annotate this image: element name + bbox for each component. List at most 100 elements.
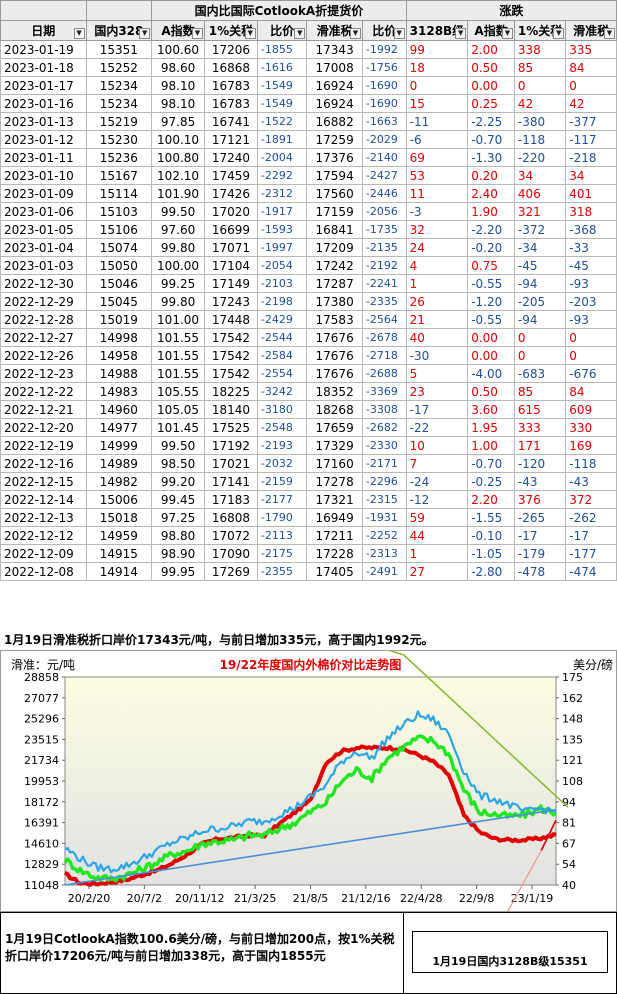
table-row: 2022-12-13 15018 97.25 16808 -1790 16949 -1931…: [0, 508, 617, 527]
cell-slide-tariff-change: 42: [565, 94, 617, 113]
cell-grade-3128b: 1: [405, 544, 469, 563]
cell-slide-tariff-change: -203: [565, 292, 617, 311]
cell-slide-tariff: 18352: [306, 382, 363, 401]
y-right-tick-label: 94: [562, 796, 576, 809]
filter-dropdown-icon[interactable]: ▼: [191, 28, 203, 39]
cell-tariff-1pct: 17459: [203, 166, 258, 185]
cell-grade-3128b: -6: [405, 130, 469, 149]
cell-tariff-1pct: 17072: [203, 526, 258, 545]
cell-date: 2022-12-26: [0, 346, 87, 365]
y-left-tick-label: 12829: [24, 858, 59, 871]
cell-date: 2022-12-19: [0, 436, 87, 455]
domestic-3128b-note: 1月19日国内3128B级15351: [412, 931, 608, 973]
cell-ratio-2: -2252: [361, 526, 407, 545]
group-header-domestic-vs-cotlook: 国内比国际CotlookA折提货价: [151, 0, 407, 21]
cell-ratio: -2193: [256, 436, 308, 455]
cell-date: 2022-12-23: [0, 364, 87, 383]
cell-grade-3128b: -17: [405, 400, 469, 419]
cell-tariff-1pct: 17149: [203, 274, 258, 293]
y-left-tick-label: 21734: [24, 754, 59, 767]
cell-a-index: 97.85: [151, 112, 205, 131]
cell-tariff-1pct-change: -372: [513, 220, 567, 239]
column-header-slide-tariff: 滑准税 ▼: [306, 20, 363, 41]
cell-ratio-2: -2335: [361, 292, 407, 311]
filter-dropdown-icon[interactable]: ▼: [349, 28, 361, 39]
cell-date: 2023-01-11: [0, 148, 87, 167]
cell-ratio: -1616: [256, 58, 308, 77]
cell-ratio-2: -1735: [361, 220, 407, 239]
cell-a-index: 97.60: [151, 220, 205, 239]
filter-dropdown-icon[interactable]: ▼: [604, 28, 615, 39]
cell-ratio: -2004: [256, 148, 308, 167]
cell-tariff-1pct-change: 615: [513, 400, 567, 419]
cell-a-index-change: 3.60: [467, 400, 515, 419]
cell-grade-3128b: 44: [405, 526, 469, 545]
cell-grade-3128b: 5: [405, 364, 469, 383]
cell-ratio: -2177: [256, 490, 308, 509]
cell-tariff-1pct: 17426: [203, 184, 258, 203]
x-tick-label: 20/7/2: [127, 892, 162, 905]
cell-tariff-1pct: 17183: [203, 490, 258, 509]
cell-tariff-1pct: 18140: [203, 400, 258, 419]
cotlook-note: 1月19日CotlookA指数100.6美分/磅，与前日增加200点，按1%关税…: [0, 912, 404, 994]
cell-slide-tariff: 17583: [306, 310, 363, 329]
cell-slide-tariff-change: -17: [565, 526, 617, 545]
cell-a-index-change: -1.55: [467, 508, 515, 527]
filter-dropdown-icon[interactable]: ▼: [393, 28, 405, 39]
cell-tariff-1pct-change: 171: [513, 436, 567, 455]
cell-ratio: -2355: [256, 562, 308, 581]
tariff-1pct-price-line: [63, 734, 557, 883]
cell-a-index: 101.00: [151, 310, 205, 329]
cell-domestic-328: 15167: [85, 166, 153, 185]
filter-dropdown-icon[interactable]: ▼: [501, 28, 513, 39]
y-right-tick-label: 67: [562, 837, 576, 850]
cell-a-index: 101.55: [151, 346, 205, 365]
filter-dropdown-icon[interactable]: ▼: [553, 28, 565, 39]
cell-slide-tariff: 16924: [306, 94, 363, 113]
cell-grade-3128b: 27: [405, 562, 469, 581]
table-row: 2022-12-29 15045 99.80 17243 -2198 17380 -2335…: [0, 292, 617, 311]
y-left-tick-label: 16391: [24, 817, 59, 830]
cell-ratio-2: -2296: [361, 472, 407, 491]
short-trend-line: [540, 819, 557, 851]
y-left-tick-label: 27077: [24, 692, 59, 705]
cell-date: 2022-12-13: [0, 508, 87, 527]
filter-dropdown-icon[interactable]: ▼: [244, 28, 256, 39]
cell-slide-tariff-change: 84: [565, 58, 617, 77]
cell-date: 2023-01-10: [0, 166, 87, 185]
cell-a-index: 98.90: [151, 544, 205, 563]
y-left-tick-label: 19953: [24, 775, 59, 788]
table-row: 2023-01-10 15167 102.10 17459 -2292 17594 -242…: [0, 166, 617, 185]
filter-dropdown-icon[interactable]: ▼: [455, 28, 467, 39]
cell-ratio-2: -2171: [361, 454, 407, 473]
cell-a-index: 98.10: [151, 76, 205, 95]
cell-a-index-change: -0.55: [467, 274, 515, 293]
cell-a-index: 99.80: [151, 238, 205, 257]
filter-dropdown-icon[interactable]: ▼: [294, 28, 306, 39]
group-header-change: 涨跌: [405, 0, 617, 21]
slide-tariff-price-line: [64, 710, 557, 874]
cell-tariff-1pct: 17542: [203, 346, 258, 365]
cell-domestic-328: 14960: [85, 400, 153, 419]
cell-tariff-1pct-change: -34: [513, 238, 567, 257]
plot-area: [64, 676, 557, 886]
cell-ratio-2: -2688: [361, 364, 407, 383]
cell-ratio: -2054: [256, 256, 308, 275]
column-header-label: 1%关税: [517, 24, 563, 38]
cell-a-index-change: -0.55: [467, 310, 515, 329]
cell-ratio: -2429: [256, 310, 308, 329]
y-left-tick-label: 25296: [24, 713, 59, 726]
cell-ratio: -2103: [256, 274, 308, 293]
cell-tariff-1pct-change: 338: [513, 40, 567, 59]
column-header-label: A指数: [161, 24, 195, 38]
cell-tariff-1pct-change: -43: [513, 472, 567, 491]
filter-dropdown-icon[interactable]: ▼: [139, 28, 151, 39]
filter-dropdown-icon[interactable]: ▼: [73, 28, 85, 39]
cell-slide-tariff-change: 0: [565, 328, 617, 347]
cell-tariff-1pct-change: -179: [513, 544, 567, 563]
cell-domestic-328: 14958: [85, 346, 153, 365]
cell-slide-tariff-change: -118: [565, 454, 617, 473]
cell-domestic-328: 15236: [85, 148, 153, 167]
table-row: 2022-12-14 15006 99.45 17183 -2177 17321 -2315…: [0, 490, 617, 509]
cell-tariff-1pct: 17243: [203, 292, 258, 311]
